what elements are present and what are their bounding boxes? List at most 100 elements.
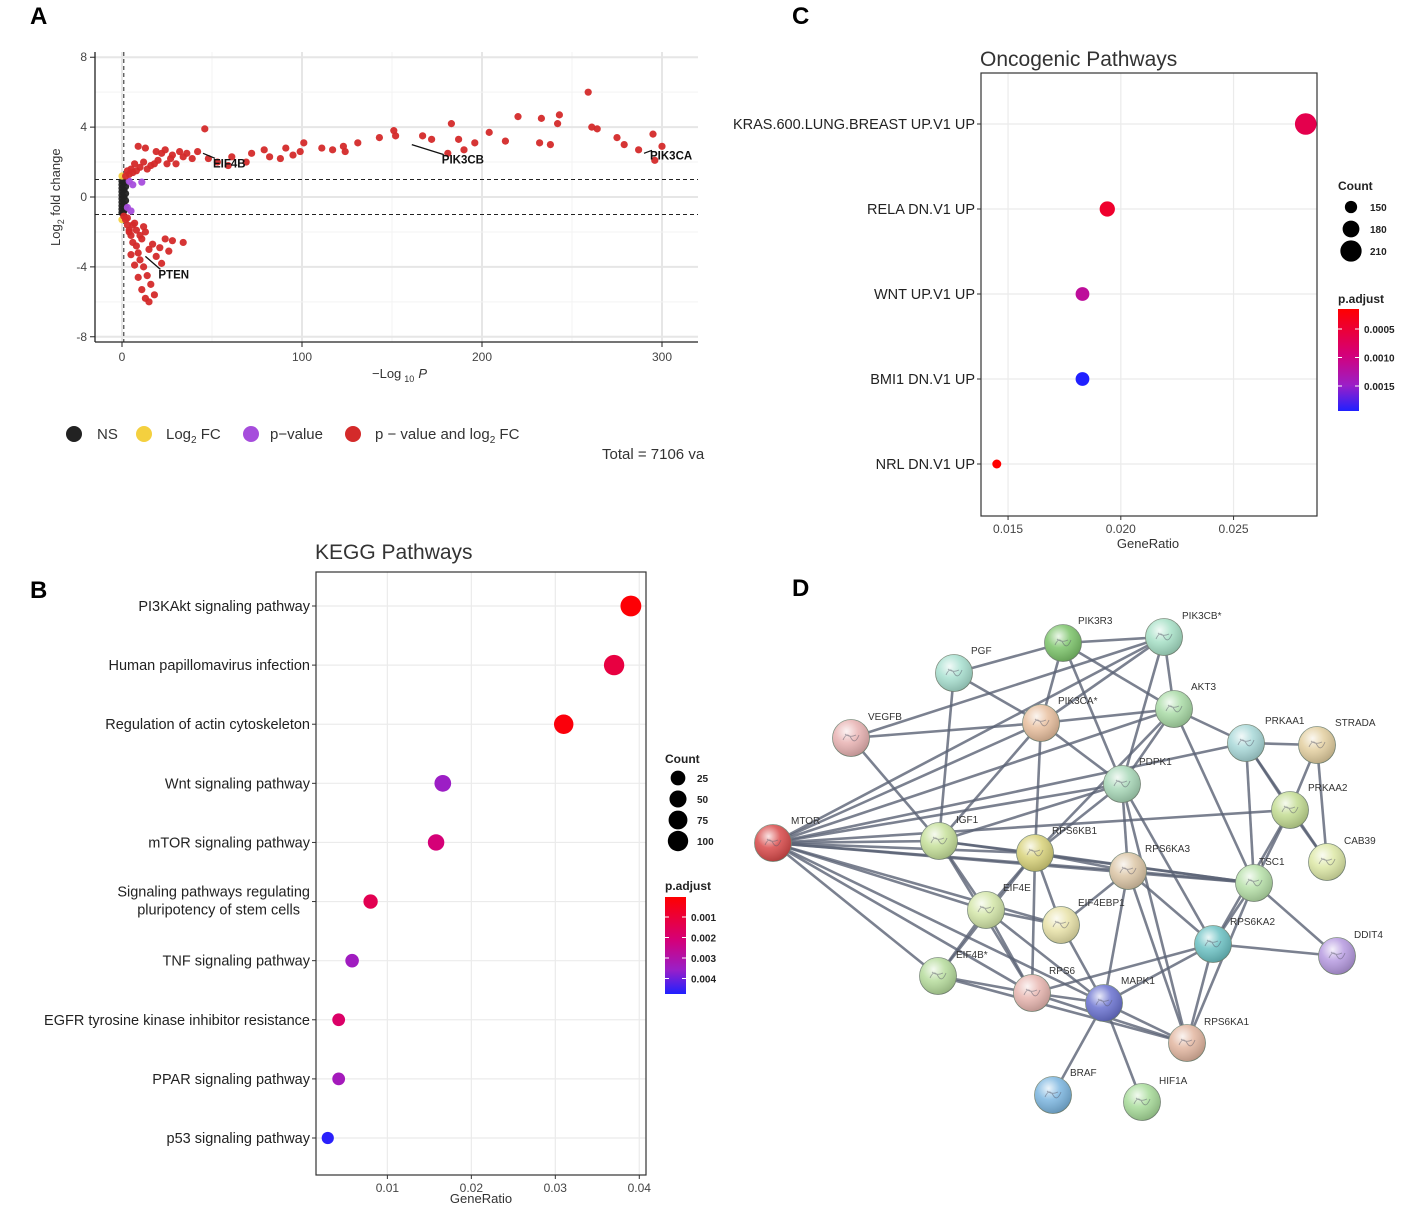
network-node-label: RPS6KA2 [1230,917,1275,928]
network-node-label: DDIT4 [1354,930,1383,941]
oncogenic-count-legend-dot [1342,220,1360,238]
volcano-point [172,160,180,168]
volcano-point [143,272,151,280]
volcano-point [248,149,256,157]
kegg-category-label: PPAR signaling pathway [152,1072,310,1088]
network-node-structure-icon [945,668,963,677]
volcano-point [584,88,592,96]
volcano-point [122,172,130,180]
kegg-category-label: p53 signaling pathway [167,1131,311,1147]
oncogenic-category-label: NRL DN.V1 UP [876,457,975,473]
network-node-prkaa1: PRKAA1 [1227,716,1305,762]
kegg-padjust-colorbar [665,897,686,994]
volcano-point [158,259,166,267]
oncogenic-colorbar-label: 0.0010 [1364,354,1395,365]
network-node-pik3r3: PIK3R3 [1044,616,1113,662]
network-edge [1120,783,1189,1044]
oncogenic-dot [1294,113,1317,135]
network-edge [772,808,1291,845]
volcano-point [375,134,383,142]
network-node-structure-icon [1155,632,1173,641]
volcano-point [260,146,268,154]
network-node-rps6ka2: RPS6KA2 [1194,917,1275,963]
network-edge [1062,641,1175,711]
oncogenic-count-legend-dot [1344,200,1358,214]
kegg-x-ticks: 0.01 0.02 0.03 0.04 [376,1175,651,1195]
volcano-point [150,291,158,299]
oncogenic-count-legend-label: 180 [1370,225,1387,236]
network-node-structure-icon [1023,988,1041,997]
network-node-structure-icon [1113,779,1131,788]
network-node-structure-icon [930,836,948,845]
oncogenic-x-tick-label: 0.015 [993,522,1023,536]
volcano-point [125,228,133,236]
kegg-category-label: TNF signaling pathway [163,954,311,970]
network-node-structure-icon [1095,998,1113,1007]
oncogenic-count-legend-label: 150 [1370,203,1387,214]
network-node-structure-icon [1318,857,1336,866]
volcano-legend: NS Log2 FC p−value p − value and log2 FC [66,426,520,446]
network-node-label: PDPK1 [1139,757,1172,768]
kegg-x-tick-label: 0.02 [460,1181,484,1195]
volcano-point [141,144,149,152]
network-node-cab39: CAB39 [1308,836,1376,881]
volcano-point [145,245,153,254]
network-node-label: RPS6KA1 [1204,1017,1249,1028]
volcano-point [318,144,326,152]
volcano-cutoff-lines [95,52,698,342]
network-node-rps6ka1: RPS6KA1 [1168,1017,1249,1062]
oncogenic-dot [1075,287,1090,301]
network-node-mapk1: MAPK1 [1085,976,1155,1022]
volcano-gene-label: PIK3CA [650,150,692,162]
volcano-point [134,142,142,150]
legend-fc-swatch [136,426,152,442]
network-edge [772,841,1036,855]
kegg-category-label: Regulation of actin cytoskeleton [105,717,310,733]
volcano-point [138,178,146,186]
oncogenic-category-label: WNT UP.V1 UP [874,287,975,303]
network-node-vegfb: VEGFB [832,712,902,757]
legend-ns-swatch [66,426,82,442]
network-node-label: EIF4E [1003,883,1031,894]
network-edge [850,721,1042,740]
kegg-legend: Count 25 50 75 100 p.adjust 0.001 0.002 0.003… [665,752,716,994]
volcano-point [129,181,137,189]
legend-pvalue-label: p−value [270,426,323,443]
oncogenic-category-label: BMI1 DN.V1 UP [870,372,975,388]
network-node-structure-icon [1026,848,1044,857]
kegg-count-legend-dot [668,810,688,830]
kegg-dot [332,1013,346,1027]
volcano-point [156,244,164,252]
kegg-category-label: mTOR signaling pathway [148,835,310,851]
volcano-point [149,240,157,248]
network-nodes: PIK3R3 PIK3CB* PGF PIK3CA* AKT3 VEGFB PRKAA1 ST… [754,611,1383,1121]
network-node-label: EIF4B* [956,950,988,961]
volcano-point [289,151,297,159]
network-node-structure-icon [1032,718,1050,727]
volcano-point [620,140,628,149]
network-node-structure-icon [842,733,860,742]
network-node-label: PIK3CA* [1058,696,1098,707]
volcano-point [123,214,131,222]
volcano-point [165,247,173,255]
network-node-label: PRKAA1 [1265,716,1305,727]
network-node-label: HIF1A [1159,1076,1188,1087]
volcano-point [224,161,232,170]
panel-letter-a: A [30,3,47,30]
volcano-point [341,147,349,156]
oncogenic-padjust-colorbar [1338,309,1359,411]
kegg-category-labels: PI3KAkt signaling pathway Human papilloma… [44,599,316,1147]
network-node-structure-icon [929,971,947,980]
volcano-point [658,142,666,150]
volcano-point [147,280,155,288]
oncogenic-title: Oncogenic Pathways [980,48,1177,71]
volcano-y-axis-title: Log2 fold change [48,148,66,246]
legend-both-swatch [345,426,361,442]
oncogenic-count-legend-dot [1340,240,1362,262]
kegg-count-legend-dot [669,790,687,808]
kegg-category-label: Wnt signaling pathway [165,776,311,792]
network-node-label: VEGFB [868,712,902,723]
volcano-label-connector [144,255,161,270]
volcano-point [152,147,160,156]
